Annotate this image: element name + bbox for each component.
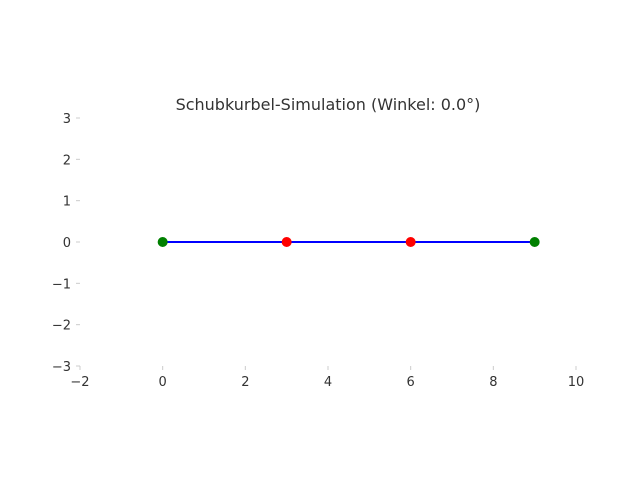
joint-point (529, 237, 540, 247)
y-axis: −3 −2 −1 0 1 2 3 (52, 112, 80, 375)
joint-point (405, 237, 416, 247)
y-tick-label: −2 (52, 319, 71, 334)
x-tick-label: 6 (407, 375, 415, 390)
y-tick-label: −1 (52, 277, 71, 292)
y-tick-label: 3 (63, 112, 71, 127)
y-tick-label: −3 (52, 360, 71, 375)
x-tick-label: 8 (489, 375, 497, 390)
y-tick-label: 1 (63, 195, 71, 210)
x-tick-label: −2 (70, 375, 89, 390)
x-tick-label: 0 (159, 375, 167, 390)
x-axis: −2 0 2 4 6 8 10 (70, 366, 584, 390)
y-tick-label: 0 (63, 236, 71, 251)
joint-point (157, 237, 168, 247)
x-tick-label: 10 (568, 375, 585, 390)
series-layer (157, 237, 540, 247)
chart-title: Schubkurbel-Simulation (Winkel: 0.0°) (176, 95, 481, 114)
y-tick-label: 2 (63, 153, 71, 168)
x-tick-label: 4 (324, 375, 332, 390)
x-tick-label: 2 (241, 375, 249, 390)
joint-point (281, 237, 292, 247)
